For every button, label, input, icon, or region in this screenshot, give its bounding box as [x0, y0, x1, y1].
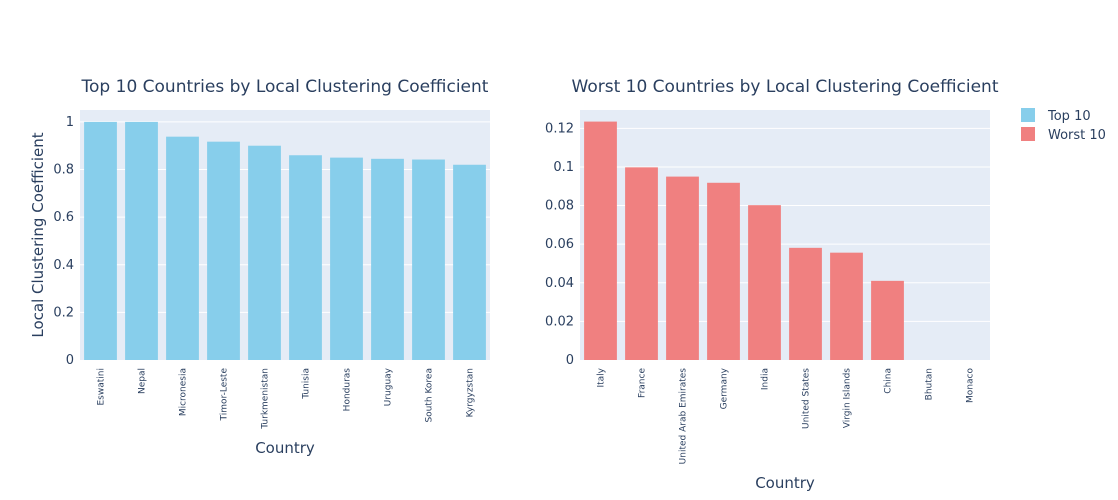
c0-ytick-label: 0.4 — [53, 258, 74, 273]
c0-xlabel: Country — [255, 439, 315, 457]
c0-bar[interactable] — [330, 157, 363, 360]
c1-ytick-label: 0.08 — [545, 199, 574, 214]
c0-bar[interactable] — [166, 136, 199, 360]
legend-swatch-top-10 — [1021, 108, 1035, 122]
c1-ytick-label: 0.06 — [545, 237, 574, 252]
legend-item-worst-10[interactable]: Worst 10 — [1021, 127, 1106, 143]
c1-xtick-label: Bhutan — [925, 368, 935, 400]
c1-xtick-label: Monaco — [966, 368, 976, 403]
c1-bar[interactable] — [584, 121, 617, 360]
c1-xtick-label: India — [761, 368, 771, 390]
c1-ytick-label: 0.1 — [553, 160, 574, 175]
legend-label-top-10: Top 10 — [1047, 109, 1091, 124]
c0-bar[interactable] — [412, 159, 445, 360]
c1-xtick-label: Italy — [597, 367, 607, 387]
c0-ytick-label: 0 — [66, 353, 74, 368]
c1-bar[interactable] — [666, 176, 699, 360]
c0-ytick-label: 0.6 — [53, 210, 74, 225]
c0-xtick-label: Micronesia — [179, 368, 189, 416]
c1-xtick-label: United Arab Emirates — [679, 368, 689, 465]
c1-xtick-label: France — [638, 368, 648, 398]
c0-xtick-label: Timor-Leste — [220, 368, 230, 422]
c0-bar[interactable] — [453, 164, 486, 360]
c1-bar[interactable] — [871, 280, 904, 360]
c0-bar[interactable] — [207, 141, 240, 360]
c1-ytick-label: 0 — [566, 353, 574, 368]
c0-xtick-label: Eswatini — [97, 368, 107, 406]
c1-ytick-label: 0.02 — [545, 314, 574, 329]
c0-xtick-label: Honduras — [343, 368, 353, 412]
c1-bar[interactable] — [625, 167, 658, 360]
c0-ytick-label: 1 — [66, 115, 74, 130]
legend[interactable]: Top 10 Worst 10 — [1021, 108, 1106, 143]
c1-xlabel: Country — [755, 474, 815, 492]
c0-ytick-label: 0.8 — [53, 163, 74, 178]
c1-xtick-label: Germany — [720, 367, 730, 409]
c0-bar[interactable] — [248, 145, 281, 360]
c1-bar[interactable] — [748, 205, 781, 360]
c0-ytick-label: 0.2 — [53, 305, 74, 320]
c0-xtick-label: Tunisia — [302, 368, 312, 400]
c0-bar[interactable] — [84, 121, 117, 361]
chart-top-10: 0 0.2 0.4 0.6 0.8 1 Eswatini Nepal Micronesia Tim… — [29, 77, 490, 457]
c1-title: Worst 10 Countries by Local Clustering C… — [572, 77, 999, 97]
legend-item-top-10[interactable]: Top 10 — [1021, 108, 1091, 124]
c1-ytick-label: 0.12 — [545, 121, 574, 136]
c0-ylabel: Local Clustering Coefficient — [29, 132, 47, 337]
c0-xtick-label: Uruguay — [384, 367, 394, 406]
c1-xtick-label: United States — [802, 368, 812, 429]
c0-xtick-label: South Korea — [425, 368, 435, 423]
c1-xtick-label: Virgin Islands — [843, 368, 853, 429]
c1-bar[interactable] — [707, 182, 740, 360]
chart-worst-10: 0 0.02 0.04 0.06 0.08 0.1 0.12 Italy France Unite… — [545, 77, 999, 492]
legend-swatch-worst-10 — [1021, 127, 1035, 141]
c1-xtick-label: China — [884, 368, 894, 394]
c1-bar[interactable] — [830, 252, 863, 360]
c0-xtick-label: Nepal — [138, 368, 148, 394]
c0-bar[interactable] — [289, 155, 322, 360]
c0-title: Top 10 Countries by Local Clustering Coe… — [81, 77, 489, 97]
c1-bar[interactable] — [789, 247, 822, 360]
c0-bar[interactable] — [125, 121, 158, 361]
c0-xtick-label: Kyrgyzstan — [466, 368, 476, 417]
legend-label-worst-10: Worst 10 — [1048, 128, 1106, 143]
c0-bar[interactable] — [371, 158, 404, 360]
c0-xtick-label: Turkmenistan — [261, 368, 271, 430]
c1-ytick-label: 0.04 — [545, 276, 574, 291]
